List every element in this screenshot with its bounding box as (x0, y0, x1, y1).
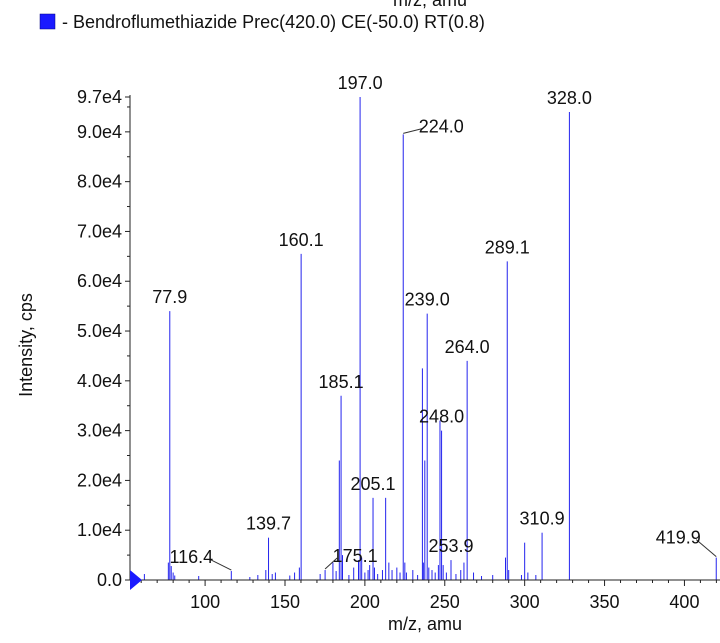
peak-label-leaders (209, 127, 717, 571)
x-tick-label: 400 (669, 592, 699, 612)
y-tick-label: 1.0e4 (77, 520, 122, 540)
x-tick-label: 250 (430, 592, 460, 612)
x-tick-label: 300 (510, 592, 540, 612)
peak-label: 248.0 (419, 407, 464, 427)
peak-label: 328.0 (547, 88, 592, 108)
x-tick-label: 200 (350, 592, 380, 612)
peak-label: 139.7 (246, 514, 291, 534)
y-tick-label: 9.0e4 (77, 122, 122, 142)
legend-label: - Bendroflumethiazide Prec(420.0) CE(-50… (62, 12, 485, 32)
y-tick-label: 3.0e4 (77, 421, 122, 441)
peak-label-leader (403, 127, 424, 134)
peak-label: 419.9 (656, 528, 701, 548)
x-tick-label: 350 (590, 592, 620, 612)
x-tick-label: 150 (270, 592, 300, 612)
peak-label: 224.0 (419, 116, 464, 136)
cut-off-axis-title: m/z, amu (393, 0, 467, 10)
y-tick-label: 6.0e4 (77, 271, 122, 291)
y-axis-ticks: 0.0 1.0e4 2.0e4 3.0e4 4.0e4 5.0e4 6.0e4 7.0e4 8.… (77, 87, 130, 590)
peak-label: 264.0 (445, 337, 490, 357)
y-tick-label: 8.0e4 (77, 172, 122, 192)
peak-label: 205.1 (351, 474, 396, 494)
peak-label: 197.0 (338, 73, 383, 93)
peak-label: 185.1 (319, 372, 364, 392)
peak-label-leader (695, 539, 717, 557)
y-tick-label: 7.0e4 (77, 221, 122, 241)
peak-label: 116.4 (169, 547, 213, 567)
y-tick-label: 4.0e4 (77, 371, 122, 391)
y-axis-title: Intensity, cps (16, 293, 36, 397)
y-tick-label: 9.7e4 (77, 87, 122, 107)
legend-swatch (39, 13, 56, 30)
x-axis-title: m/z, amu (388, 614, 462, 634)
y-tick-label: 2.0e4 (77, 470, 122, 490)
x-tick-label: 100 (190, 592, 220, 612)
peak-label-leader (209, 558, 232, 571)
peak-label-leader (324, 557, 338, 570)
peak-label: 77.9 (152, 287, 187, 307)
spectrum-peaks (143, 97, 717, 580)
axis-origin-marker (130, 570, 142, 590)
peak-label: 253.9 (428, 536, 473, 556)
peak-label: 289.1 (485, 237, 530, 257)
peak-label: 239.0 (405, 290, 450, 310)
peak-label: 310.9 (520, 509, 565, 529)
y-tick-label: 5.0e4 (77, 321, 122, 341)
peak-label: 175.1 (333, 546, 378, 566)
peak-labels: 77.9 116.4 139.7 160.1 175.1 185.1 197.0 205.1 2… (152, 73, 701, 567)
y-tick-label: 0.0 (97, 570, 122, 590)
x-axis-ticks: 100 150 200 250 300 350 400 (140, 580, 717, 612)
peak-label: 160.1 (279, 230, 324, 250)
